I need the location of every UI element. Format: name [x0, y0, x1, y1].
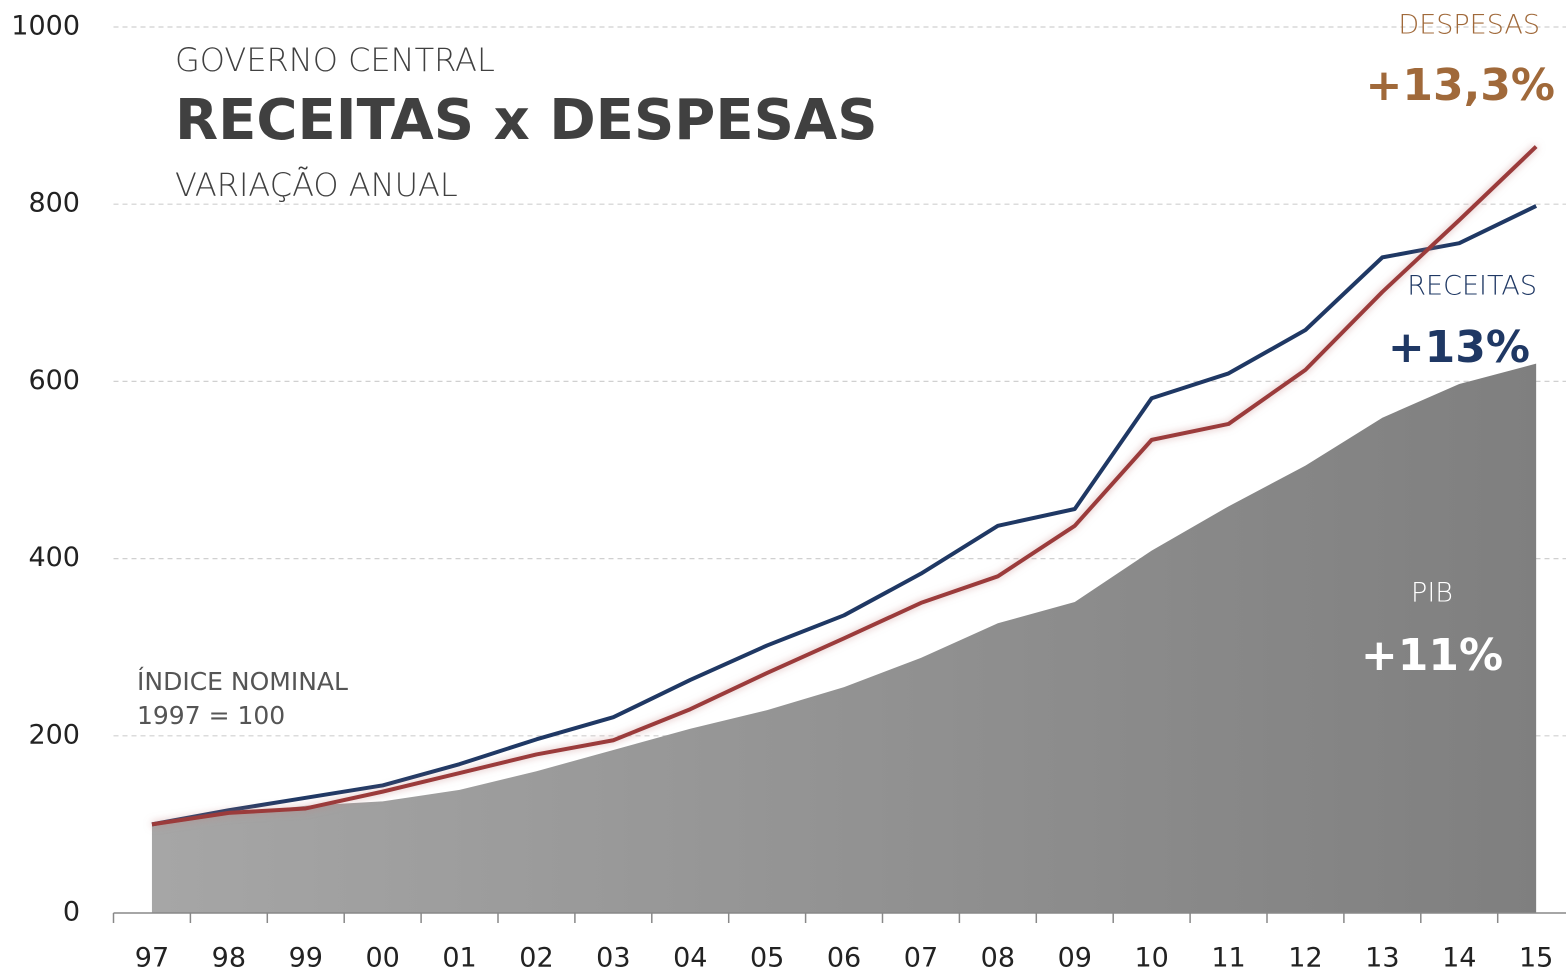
- x-tick-label: 12: [1288, 943, 1322, 973]
- x-tick-label: 03: [596, 943, 630, 973]
- growth-label: +13,3%: [1365, 60, 1555, 111]
- subtitle: VARIAÇÃO ANUAL: [175, 166, 458, 204]
- growth-label: +13%: [1388, 322, 1530, 373]
- x-tick-label: 11: [1211, 943, 1245, 973]
- line: [151, 204, 1538, 827]
- supertitle: GOVERNO CENTRAL: [175, 41, 495, 79]
- y-tick-label: 1000: [11, 11, 80, 42]
- x-tick-label: 00: [365, 943, 399, 973]
- y-tick-label: 800: [28, 188, 80, 219]
- y-tick-label: 0: [63, 897, 80, 928]
- y-tick-label: 200: [28, 719, 80, 750]
- annotation: 1997 = 100: [137, 701, 285, 730]
- series-label: RECEITAS: [1407, 271, 1537, 302]
- x-tick-label: 05: [750, 943, 784, 973]
- line: [151, 145, 1538, 827]
- x-tick-label: 13: [1365, 943, 1399, 973]
- x-tick-label: 06: [827, 943, 861, 973]
- x-tick-label: 97: [135, 943, 169, 973]
- plot-back: [113, 26, 1566, 913]
- x-tick-label: 14: [1442, 943, 1476, 973]
- x-tick-label: 04: [673, 943, 707, 973]
- area: [151, 363, 1537, 913]
- x-tick-label: 02: [519, 943, 553, 973]
- x-tick-label: 08: [981, 943, 1015, 973]
- y-tick-label: 400: [28, 542, 80, 573]
- chart-title: RECEITAS x DESPESAS: [175, 88, 878, 153]
- x-tick-label: 98: [212, 943, 246, 973]
- series-label: PIB: [1411, 578, 1453, 609]
- series-label: DESPESAS: [1398, 10, 1540, 41]
- x-tick-label: 09: [1058, 943, 1092, 973]
- x-tick-label: 99: [289, 943, 323, 973]
- x-tick-label: 15: [1519, 943, 1553, 973]
- y-tick-label: 600: [28, 365, 80, 396]
- x-tick-label: 10: [1134, 943, 1168, 973]
- growth-label: +11%: [1361, 630, 1503, 681]
- x-tick-label: 07: [904, 943, 938, 973]
- x-tick-label: 01: [442, 943, 476, 973]
- annotation: ÍNDICE NOMINAL: [137, 667, 348, 696]
